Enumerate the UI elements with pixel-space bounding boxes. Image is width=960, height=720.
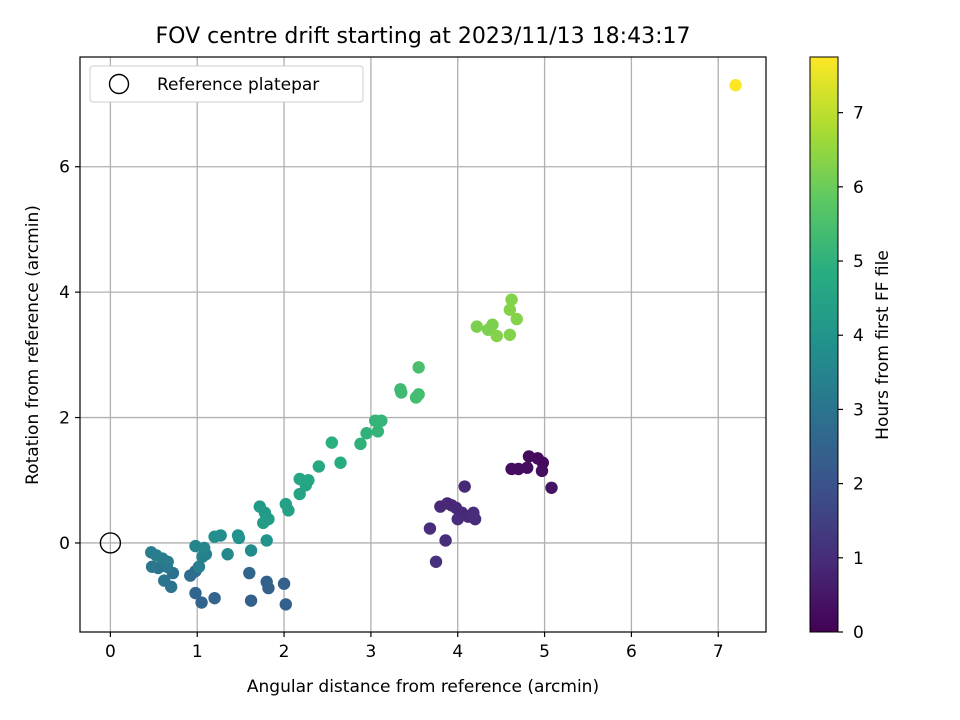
y-tick-label: 0: [59, 534, 70, 554]
data-point: [302, 474, 315, 487]
data-point: [451, 512, 464, 526]
data-point: [208, 591, 221, 605]
x-tick-label: 0: [105, 642, 116, 662]
y-axis-ticks: 0 2 4 6: [59, 158, 80, 554]
data-point: [277, 577, 291, 590]
x-tick-label: 7: [713, 642, 724, 662]
colorbar-label: Hours from first FF file: [873, 250, 893, 440]
legend-reference-marker: [108, 73, 130, 95]
data-point: [257, 516, 270, 530]
data-point: [195, 596, 208, 609]
data-point: [161, 555, 174, 568]
colorbar-tick-label: 1: [853, 549, 864, 569]
data-points: [99, 79, 742, 611]
x-axis-ticks: 0 1 2 3 4 5 6 7: [105, 632, 724, 662]
data-point: [535, 464, 549, 478]
data-point: [260, 534, 273, 547]
data-point: [503, 328, 517, 341]
data-point: [729, 79, 742, 92]
data-point: [325, 436, 339, 449]
colorbar-ticks: 0 1 2 3 4 5 6 7: [838, 104, 864, 643]
data-point: [375, 414, 388, 427]
data-point: [244, 544, 258, 557]
data-point: [189, 586, 202, 600]
data-point: [192, 560, 206, 573]
data-point: [354, 437, 367, 451]
data-point: [510, 312, 523, 326]
colorbar-tick-label: 4: [853, 326, 864, 346]
data-point: [458, 480, 471, 493]
data-point: [360, 427, 373, 440]
data-point: [545, 481, 558, 494]
data-point: [486, 318, 499, 331]
x-tick-label: 5: [539, 642, 550, 662]
data-point: [468, 512, 482, 526]
legend-entry-reference: Reference platepar: [157, 75, 319, 95]
colorbar-tick-label: 7: [853, 104, 864, 124]
colorbar: 0 1 2 3 4 5 6 7 Hours from first FF file: [809, 56, 893, 643]
x-tick-label: 3: [365, 642, 376, 662]
colorbar-tick-label: 2: [853, 475, 864, 495]
data-point: [145, 560, 159, 573]
data-point: [429, 555, 443, 568]
y-axis-label: Rotation from reference (arcmin): [23, 205, 43, 485]
data-point: [232, 531, 246, 545]
data-point: [293, 487, 306, 501]
data-point: [312, 460, 325, 473]
x-tick-label: 6: [626, 642, 637, 662]
data-point: [214, 529, 227, 542]
data-point: [371, 425, 385, 438]
data-point: [334, 456, 347, 469]
x-axis-label: Angular distance from reference (arcmin): [247, 677, 599, 697]
reference-platepar-marker: [99, 532, 122, 554]
colorbar-tick-label: 6: [853, 178, 864, 198]
data-point: [439, 534, 452, 547]
data-point: [150, 549, 163, 562]
colorbar-gradient: [809, 56, 839, 633]
y-tick-label: 4: [59, 283, 70, 303]
data-point: [279, 598, 292, 611]
colorbar-tick-label: 5: [853, 252, 864, 272]
data-point: [490, 329, 504, 343]
legend: Reference platepar: [89, 65, 364, 103]
data-point: [470, 320, 484, 333]
chart-title: FOV centre drift starting at 2023/11/13 …: [156, 24, 691, 49]
data-point: [412, 361, 425, 374]
data-point: [423, 522, 437, 535]
grid-lines: [80, 57, 766, 632]
legend-box: [89, 65, 364, 103]
x-tick-label: 2: [279, 642, 290, 662]
plot-frame: [79, 56, 767, 633]
data-point: [394, 383, 407, 396]
data-point: [262, 581, 275, 595]
colorbar-tick-label: 3: [853, 400, 864, 420]
data-point: [244, 594, 258, 607]
data-point: [197, 541, 211, 555]
x-tick-label: 4: [452, 642, 463, 662]
data-point: [221, 548, 234, 561]
data-point: [282, 504, 295, 517]
data-point: [505, 293, 518, 306]
data-point: [503, 303, 517, 316]
data-point: [412, 388, 425, 401]
y-tick-label: 2: [59, 409, 70, 429]
colorbar-tick-label: 0: [853, 623, 864, 643]
x-tick-label: 1: [192, 642, 203, 662]
data-point: [521, 461, 534, 474]
data-point: [243, 566, 256, 580]
data-point: [164, 580, 178, 594]
y-tick-label: 6: [59, 158, 70, 178]
